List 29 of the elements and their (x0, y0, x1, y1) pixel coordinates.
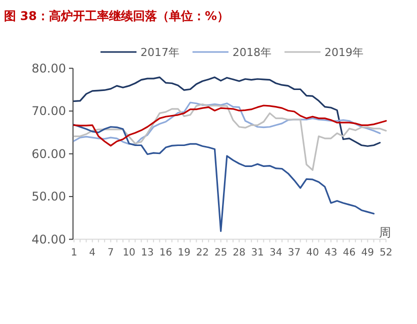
x-tick-label: 46 (342, 247, 356, 258)
legend-label: 2017年 (140, 46, 180, 59)
x-tick-label: 34 (270, 247, 282, 258)
y-tick-label: 70.00 (32, 104, 66, 118)
chart-title: 图 38：高炉开工率继续回落（单位：%） (4, 9, 229, 23)
line-series (73, 124, 375, 232)
x-tick-label: 19 (178, 247, 190, 258)
x-tick-label: 22 (196, 247, 209, 258)
x-tick-label: 13 (141, 247, 154, 258)
x-tick-label: 25 (214, 247, 228, 258)
x-tick-label: 28 (232, 247, 246, 258)
x-tick-label: 43 (324, 247, 338, 258)
x-tick-label: 4 (89, 247, 96, 258)
y-tick-label: 80.00 (32, 61, 66, 76)
x-tick-label: 16 (159, 247, 172, 258)
x-tick-label: 1 (70, 247, 78, 258)
x-tick-label: 10 (122, 247, 136, 258)
x-tick-label: 37 (288, 247, 301, 258)
y-tick-label: 60.00 (32, 146, 66, 161)
legend-label: 2018年 (232, 46, 272, 59)
x-tick-label: 31 (251, 247, 264, 258)
x-tick-label: 49 (361, 247, 374, 258)
legend-label: 2019年 (324, 46, 364, 59)
y-tick-label: 50.00 (32, 190, 66, 204)
x-tick-label: 7 (108, 247, 114, 258)
x-axis-title: 周 (379, 225, 391, 240)
x-tick-label: 52 (380, 247, 392, 258)
x-tick-label: 40 (306, 247, 319, 258)
y-tick-label: 40.00 (32, 232, 66, 246)
